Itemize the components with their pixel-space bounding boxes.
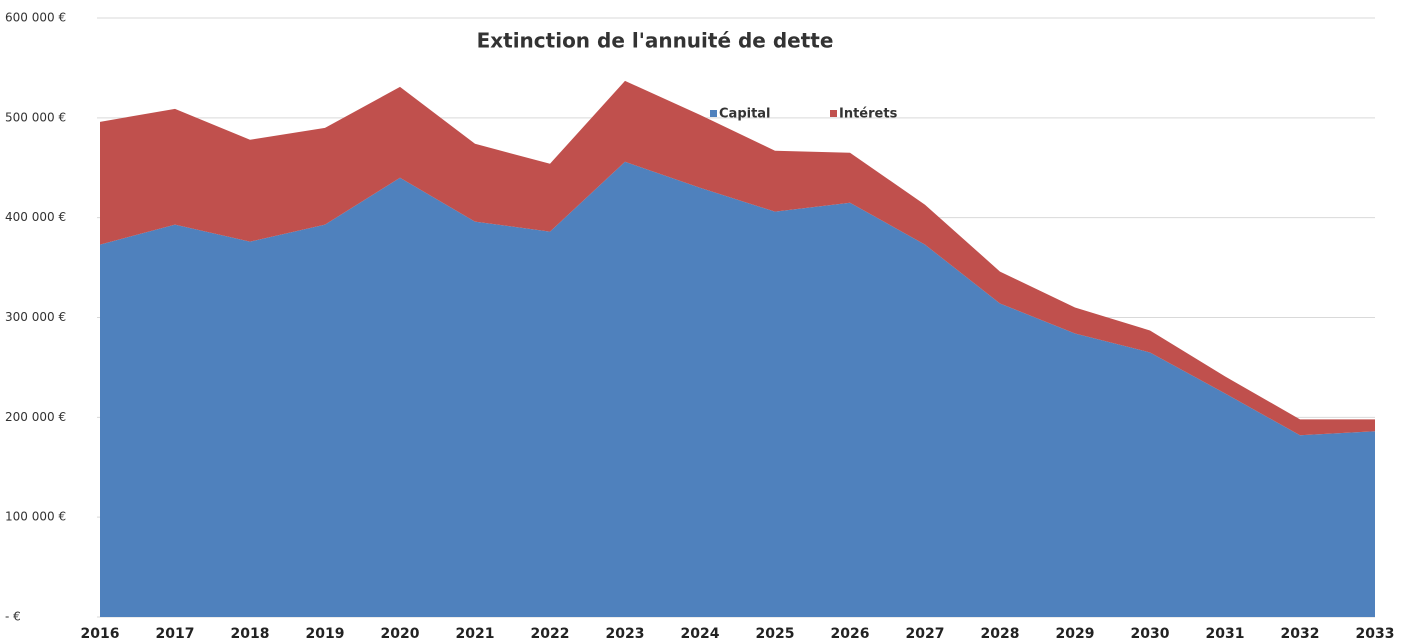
y-tick-label: 200 000 € [5,410,66,424]
x-tick-label: 2025 [756,626,795,642]
legend-label: Capital [719,107,771,122]
x-tick-label: 2026 [831,626,870,642]
x-tick-label: 2020 [381,626,420,642]
chart-title: Extinction de l'annuité de dette [477,29,834,53]
y-tick-label: 500 000 € [5,110,66,124]
x-tick-label: 2030 [1131,626,1170,642]
x-tick-label: 2029 [1056,626,1095,642]
x-tick-label: 2023 [606,626,645,642]
x-tick-label: 2031 [1206,626,1245,642]
y-tick-label: - € [5,610,21,624]
x-tick-label: 2016 [81,626,120,642]
x-tick-label: 2022 [531,626,570,642]
y-tick-label: 300 000 € [5,310,66,324]
x-tick-label: 2017 [156,626,195,642]
y-tick-label: 600 000 € [5,11,66,25]
x-tick-label: 2021 [456,626,495,642]
x-tick-label: 2032 [1281,626,1320,642]
legend-label: Intérets [839,107,898,122]
y-tick-label: 100 000 € [5,510,66,524]
x-tick-label: 2019 [306,626,345,642]
legend-swatch [710,110,717,117]
x-tick-label: 2024 [681,626,720,642]
y-tick-label: 400 000 € [5,210,66,224]
areas [100,80,1375,617]
area [100,161,1375,617]
x-tick-label: 2028 [981,626,1020,642]
x-tick-label: 2033 [1356,626,1395,642]
x-tick-label: 2027 [906,626,945,642]
area [100,80,1375,436]
legend-swatch [830,110,837,117]
x-tick-label: 2018 [231,626,270,642]
